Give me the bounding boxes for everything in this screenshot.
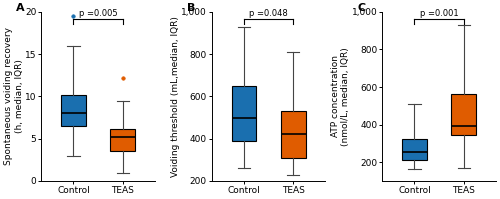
PathPatch shape [110,129,135,151]
PathPatch shape [452,94,476,135]
PathPatch shape [232,86,256,141]
Text: B: B [187,3,195,13]
PathPatch shape [61,95,86,126]
Text: C: C [358,3,366,13]
Y-axis label: Spontaneous voiding recovery
(h, median, IQR): Spontaneous voiding recovery (h, median,… [4,27,24,165]
Text: p =0.005: p =0.005 [79,9,118,18]
Text: p =0.048: p =0.048 [249,9,288,18]
Text: A: A [16,3,25,13]
Text: p =0.001: p =0.001 [420,9,459,18]
Y-axis label: Voiding threshold (mL,median, IQR): Voiding threshold (mL,median, IQR) [171,16,180,177]
Y-axis label: ATP concentration
(nmol/L, median, IQR): ATP concentration (nmol/L, median, IQR) [331,47,350,146]
PathPatch shape [402,139,426,160]
PathPatch shape [281,111,305,158]
